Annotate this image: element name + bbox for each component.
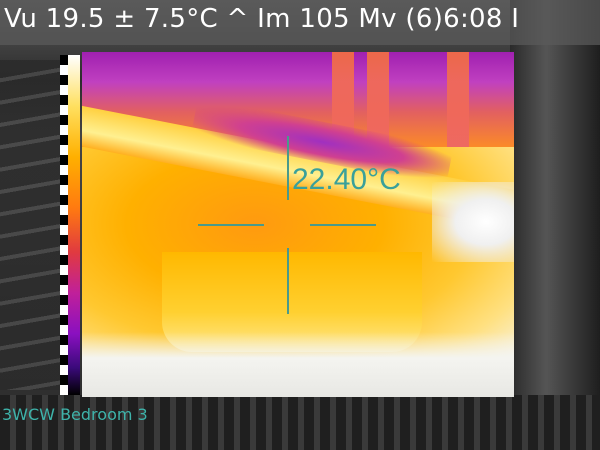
thermal-curtain-stripe [447, 52, 469, 172]
crosshair-top [287, 136, 289, 200]
color-scale [60, 55, 80, 395]
color-scale-gradient [68, 55, 80, 395]
color-scale-ruler [60, 55, 68, 395]
location-label: 3WCW Bedroom 3 [2, 405, 148, 424]
thermal-bright-spot [432, 182, 514, 262]
thermal-image[interactable] [82, 52, 514, 397]
background-radiator-left [0, 60, 60, 390]
crosshair-bottom [287, 248, 289, 314]
thermal-floor [82, 332, 514, 397]
spot-temperature: 22.40°C [292, 163, 401, 196]
measurement-readout: Vu 19.5 ± 7.5°C ^ Im 105 Mv (6)6:08 I [4, 4, 520, 34]
crosshair-right [310, 224, 376, 226]
crosshair-left [198, 224, 264, 226]
status-bar: Vu 19.5 ± 7.5°C ^ Im 105 Mv (6)6:08 I [0, 0, 600, 45]
background-floor [0, 395, 600, 450]
background-curtain-right [510, 0, 600, 450]
